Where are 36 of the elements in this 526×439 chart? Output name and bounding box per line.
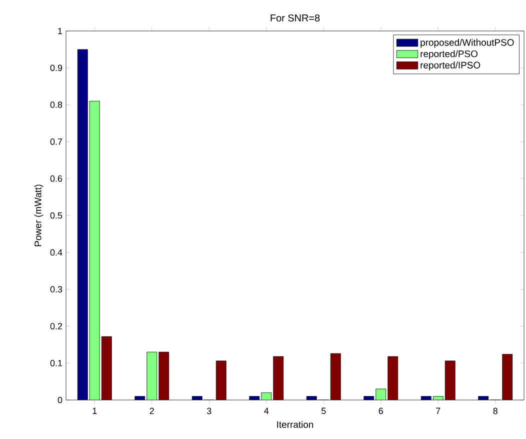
- bar: [146, 352, 158, 400]
- x-tick-label: 1: [92, 408, 97, 414]
- legend-label: reported/IPSO: [420, 62, 480, 70]
- y-tick-label: 0: [58, 396, 62, 404]
- bar: [502, 354, 513, 400]
- legend-label: proposed/WithoutPSO: [420, 38, 514, 48]
- y-tick-label: 0.3: [50, 286, 62, 292]
- x-tick-label: 5: [321, 408, 326, 414]
- y-tick-label: 0.5: [50, 212, 62, 219]
- x-tick-label: 3: [206, 408, 212, 414]
- y-tick-label: 0.2: [50, 323, 62, 330]
- bar: [388, 356, 398, 400]
- y-tick-label: 0.8: [50, 102, 62, 108]
- legend-label: reported/PSO: [420, 50, 478, 60]
- y-tick-label: 0.7: [50, 138, 62, 145]
- x-tick-label: 6: [378, 408, 383, 414]
- bar: [158, 352, 170, 400]
- y-axis-title: Power (mWatt): [34, 184, 44, 246]
- x-tick-label: 4: [264, 408, 269, 414]
- bar: [444, 360, 456, 400]
- chart-title: For SNR=8: [270, 14, 320, 22]
- y-tick-label: 0.6: [50, 175, 62, 182]
- y-tick-label: 1: [58, 28, 62, 34]
- x-tick-label: 8: [493, 408, 498, 414]
- x-tick-label: 7: [436, 408, 440, 414]
- y-tick-label: 0.4: [50, 249, 62, 256]
- y-tick-label: 0.9: [50, 64, 62, 72]
- bar: [89, 100, 100, 400]
- bar: [77, 49, 88, 400]
- bar: [216, 360, 226, 400]
- y-tick-label: 0.1: [50, 360, 62, 366]
- x-tick-label: 2: [150, 408, 154, 414]
- x-axis-title: Iterration: [277, 420, 314, 428]
- bar: [101, 336, 112, 400]
- bar: [330, 353, 341, 400]
- bar: [273, 356, 284, 400]
